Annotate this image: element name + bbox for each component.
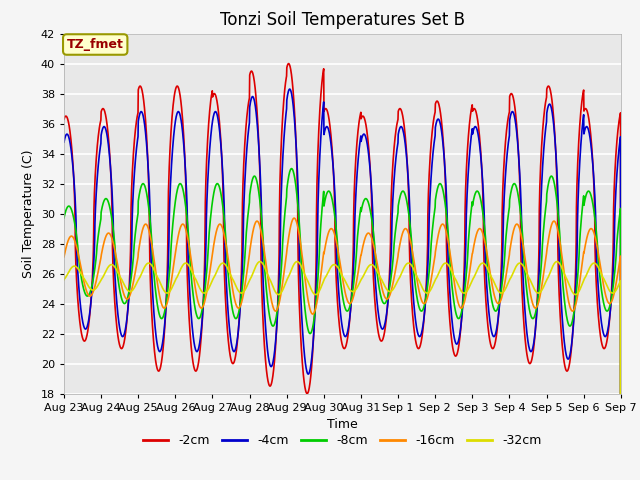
-32cm <box>371 264 379 270</box>
-32cm <box>568 288 575 294</box>
-16cm <box>216 221 223 227</box>
-8cm <box>584 189 591 195</box>
-16cm <box>584 233 591 239</box>
-8cm <box>504 212 512 217</box>
Line: -16cm: -16cm <box>64 218 621 480</box>
-4cm <box>371 269 379 275</box>
Line: -8cm: -8cm <box>64 168 621 480</box>
-32cm <box>359 275 367 280</box>
-32cm <box>504 280 512 286</box>
Title: Tonzi Soil Temperatures Set B: Tonzi Soil Temperatures Set B <box>220 11 465 29</box>
-2cm <box>216 117 223 123</box>
-16cm <box>568 308 575 313</box>
-2cm <box>371 297 379 303</box>
-32cm <box>256 259 264 264</box>
-2cm <box>60 116 68 122</box>
-2cm <box>568 341 575 347</box>
Line: -4cm: -4cm <box>64 89 621 480</box>
-2cm <box>504 114 512 120</box>
Legend: -2cm, -4cm, -8cm, -16cm, -32cm: -2cm, -4cm, -8cm, -16cm, -32cm <box>138 429 547 452</box>
-16cm <box>290 215 298 221</box>
-32cm <box>584 270 591 276</box>
-16cm <box>359 245 367 251</box>
-8cm <box>359 202 367 207</box>
-8cm <box>287 166 295 171</box>
X-axis label: Time: Time <box>327 418 358 431</box>
-4cm <box>359 132 367 138</box>
-8cm <box>216 184 223 190</box>
-32cm <box>216 264 223 269</box>
-4cm <box>286 86 294 92</box>
-2cm <box>285 61 292 67</box>
-8cm <box>568 320 575 326</box>
Line: -2cm: -2cm <box>64 64 621 480</box>
-16cm <box>504 258 512 264</box>
-2cm <box>584 108 591 114</box>
Text: TZ_fmet: TZ_fmet <box>67 38 124 51</box>
-4cm <box>584 124 591 130</box>
-8cm <box>371 243 379 249</box>
-32cm <box>60 277 68 283</box>
-4cm <box>216 125 223 131</box>
-2cm <box>359 113 367 119</box>
Line: -32cm: -32cm <box>64 262 621 480</box>
-16cm <box>60 254 68 260</box>
-8cm <box>60 215 68 221</box>
-4cm <box>568 340 575 346</box>
-4cm <box>504 140 512 145</box>
-4cm <box>60 139 68 145</box>
-16cm <box>371 248 379 253</box>
Y-axis label: Soil Temperature (C): Soil Temperature (C) <box>22 149 35 278</box>
